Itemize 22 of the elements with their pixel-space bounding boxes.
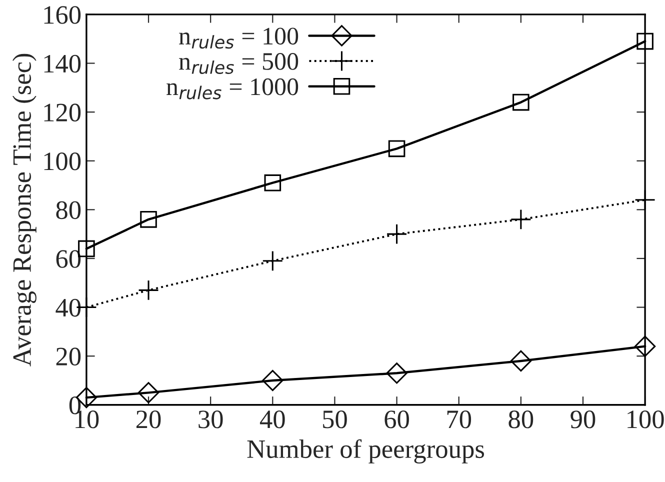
- x-tick-label: 90: [570, 410, 596, 428]
- x-tick-label: 20: [136, 410, 161, 428]
- x-tick-label: 40: [260, 410, 285, 428]
- y-axis-title: Average Response Time (sec): [12, 54, 36, 366]
- y-tick-label: 120: [44, 104, 81, 122]
- y-tick-label: 80: [56, 201, 81, 220]
- x-tick-label: 30: [198, 410, 223, 428]
- x-tick-label: 50: [323, 410, 347, 428]
- legend-label: n$_{rules}$ = 100: [179, 28, 298, 49]
- x-tick-label: 60: [384, 410, 409, 428]
- y-tick-label: 60: [56, 250, 81, 268]
- y-tick-label: 160: [44, 6, 81, 24]
- x-axis-title: Number of peergroups: [247, 439, 484, 464]
- y-tick-label: 100: [44, 152, 81, 170]
- legend-label: n$_{rules}$ = 500: [179, 53, 298, 74]
- x-tick-label: 70: [447, 410, 472, 428]
- legend-label: n$_{rules}$ = 1000: [166, 78, 298, 100]
- y-tick-label: 20: [56, 348, 81, 366]
- x-tick-label: 100: [628, 410, 664, 428]
- x-tick-label: 80: [508, 410, 534, 428]
- y-tick-label: 40: [56, 298, 81, 317]
- y-tick-label: 140: [44, 54, 81, 73]
